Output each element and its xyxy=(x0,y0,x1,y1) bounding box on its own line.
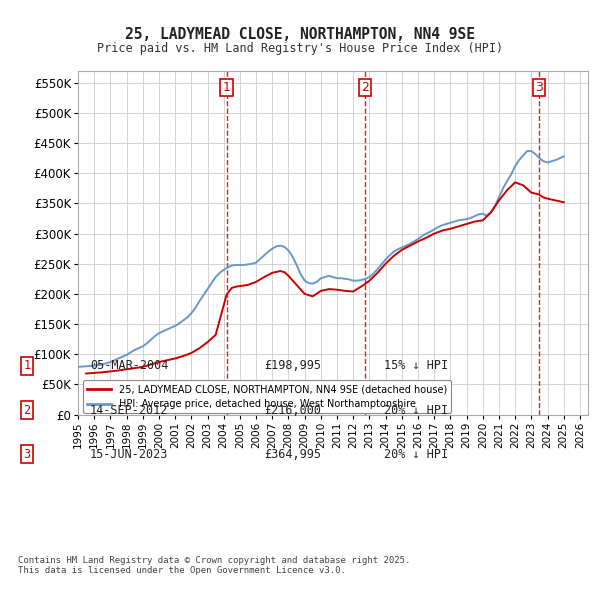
Text: 1: 1 xyxy=(223,81,230,94)
Text: 25, LADYMEAD CLOSE, NORTHAMPTON, NN4 9SE: 25, LADYMEAD CLOSE, NORTHAMPTON, NN4 9SE xyxy=(125,27,475,41)
Text: Contains HM Land Registry data © Crown copyright and database right 2025.
This d: Contains HM Land Registry data © Crown c… xyxy=(18,556,410,575)
Text: 2: 2 xyxy=(23,404,31,417)
Text: 15-JUN-2023: 15-JUN-2023 xyxy=(90,448,169,461)
Text: Price paid vs. HM Land Registry's House Price Index (HPI): Price paid vs. HM Land Registry's House … xyxy=(97,42,503,55)
Text: £364,995: £364,995 xyxy=(264,448,321,461)
Legend: 25, LADYMEAD CLOSE, NORTHAMPTON, NN4 9SE (detached house), HPI: Average price, d: 25, LADYMEAD CLOSE, NORTHAMPTON, NN4 9SE… xyxy=(83,381,451,413)
Text: 15% ↓ HPI: 15% ↓ HPI xyxy=(384,359,448,372)
Text: 3: 3 xyxy=(23,448,31,461)
Text: 1: 1 xyxy=(23,359,31,372)
Text: 20% ↓ HPI: 20% ↓ HPI xyxy=(384,448,448,461)
Text: £198,995: £198,995 xyxy=(264,359,321,372)
Text: 2: 2 xyxy=(361,81,368,94)
Text: 14-SEP-2012: 14-SEP-2012 xyxy=(90,404,169,417)
Text: 3: 3 xyxy=(535,81,543,94)
Text: £216,000: £216,000 xyxy=(264,404,321,417)
Text: 20% ↓ HPI: 20% ↓ HPI xyxy=(384,404,448,417)
Text: 05-MAR-2004: 05-MAR-2004 xyxy=(90,359,169,372)
